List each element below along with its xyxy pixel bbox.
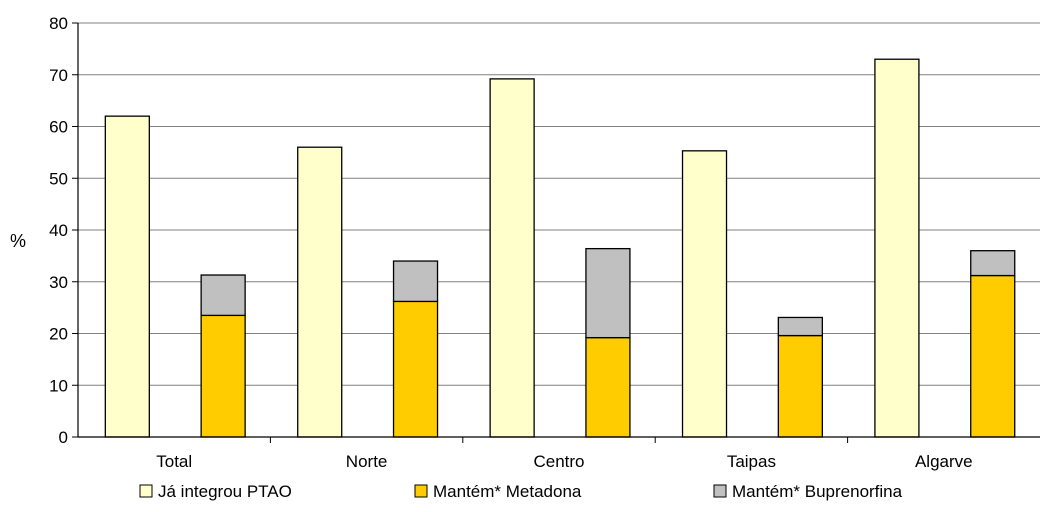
y-tick-label: 80 bbox=[49, 14, 68, 33]
bar-j-integrou-ptao-norte bbox=[297, 146, 343, 438]
legend-label: Mantém* Buprenorfina bbox=[732, 482, 903, 501]
y-tick-label: 0 bbox=[59, 428, 68, 447]
x-tick-label: Norte bbox=[346, 452, 388, 471]
y-axis-title: % bbox=[10, 231, 26, 251]
y-tick-label: 10 bbox=[49, 376, 68, 395]
bar-j-integrou-ptao-total bbox=[104, 115, 150, 438]
bar-mant-m-buprenorfina-taipas bbox=[777, 316, 823, 337]
x-tick-label: Total bbox=[156, 452, 192, 471]
bar-mant-m-buprenorfina-norte bbox=[392, 260, 439, 303]
legend-label: Já integrou PTAO bbox=[158, 482, 292, 501]
bar-mant-m-metadona-algarve bbox=[970, 274, 1016, 438]
y-tick-label: 20 bbox=[49, 325, 68, 344]
bar-mant-m-metadona-norte bbox=[392, 300, 439, 438]
legend-swatch bbox=[713, 484, 727, 498]
x-tick-label: Centro bbox=[533, 452, 584, 471]
bar-j-integrou-ptao-centro bbox=[489, 78, 535, 438]
x-tick-label: Taipas bbox=[727, 452, 776, 471]
bar-mant-m-buprenorfina-total bbox=[200, 274, 246, 317]
y-tick-label: 70 bbox=[49, 66, 68, 85]
bar-j-integrou-ptao-taipas bbox=[681, 150, 728, 438]
y-tick-label: 30 bbox=[49, 273, 68, 292]
bars bbox=[104, 58, 1016, 438]
bar-mant-m-metadona-centro bbox=[585, 336, 631, 438]
legend: Já integrou PTAO Mantém* Metadona Mantém* … bbox=[139, 482, 903, 501]
bar-mant-m-buprenorfina-centro bbox=[585, 247, 631, 339]
x-tick-label: Algarve bbox=[915, 452, 973, 471]
bar-mant-m-metadona-taipas bbox=[777, 334, 823, 438]
bar-j-integrou-ptao-algarve bbox=[874, 58, 920, 438]
legend-label: Mantém* Metadona bbox=[433, 482, 582, 501]
legend-swatch bbox=[139, 484, 153, 498]
legend-swatch bbox=[414, 484, 428, 498]
y-tick-label: 40 bbox=[49, 221, 68, 240]
y-tick-label: 50 bbox=[49, 169, 68, 188]
y-tick-label: 60 bbox=[49, 118, 68, 137]
bar-mant-m-buprenorfina-algarve bbox=[970, 250, 1016, 277]
axes: 0 10 20 30 40 50 60 70 80 Total Norte Centro Taipas A… bbox=[49, 14, 1040, 471]
bar-mant-m-metadona-total bbox=[200, 314, 246, 438]
